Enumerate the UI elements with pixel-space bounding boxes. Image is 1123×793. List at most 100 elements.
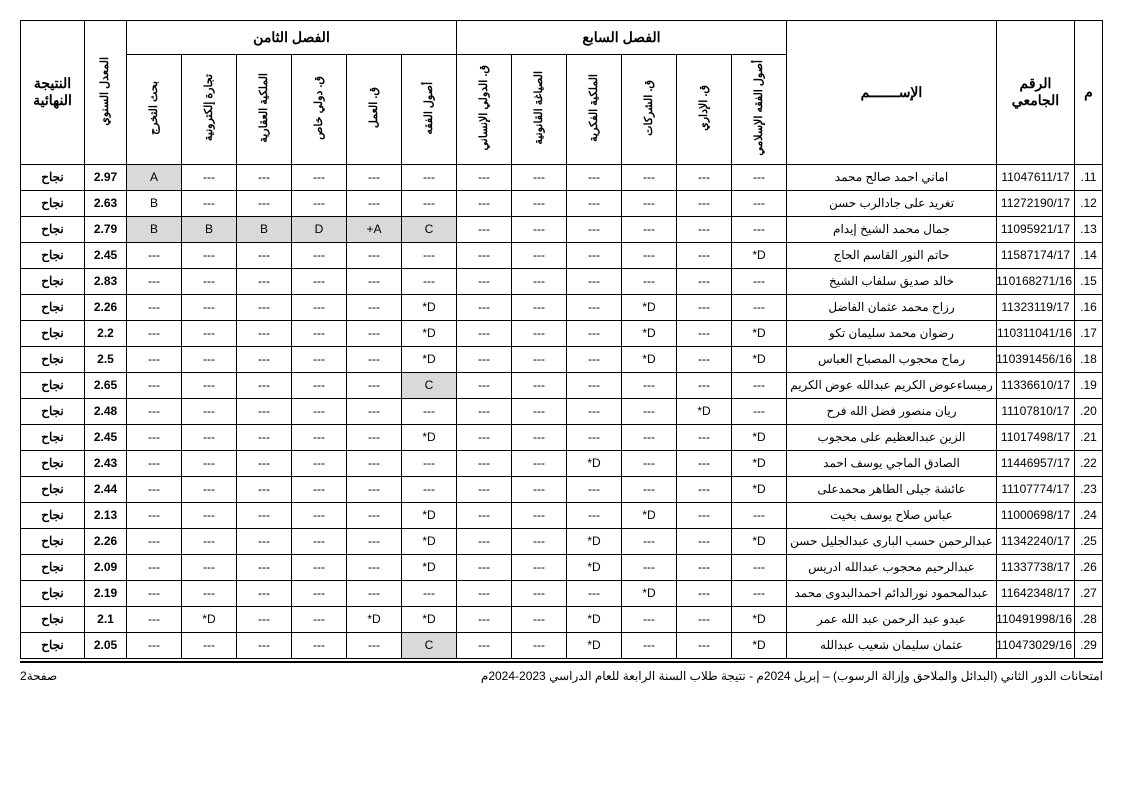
cell-uni-id: 11095921/17 bbox=[997, 216, 1075, 242]
cell-result: نجاح bbox=[21, 424, 85, 450]
cell-gpa: 2.45 bbox=[85, 424, 127, 450]
cell-s7-5: --- bbox=[457, 554, 512, 580]
cell-gpa: 2.45 bbox=[85, 242, 127, 268]
cell-s8-4: --- bbox=[182, 554, 237, 580]
cell-s8-3: --- bbox=[237, 268, 292, 294]
footer-page: صفحة2 bbox=[20, 669, 57, 683]
cell-gpa: 2.1 bbox=[85, 606, 127, 632]
cell-serial: 26. bbox=[1075, 554, 1103, 580]
cell-s8-2: --- bbox=[292, 164, 347, 190]
cell-s7-1: --- bbox=[677, 320, 732, 346]
cell-s8-3: --- bbox=[237, 294, 292, 320]
cell-uni-id: 11107810/17 bbox=[997, 398, 1075, 424]
head-semester-7: الفصل السابع bbox=[457, 21, 787, 55]
cell-s8-3: --- bbox=[237, 476, 292, 502]
cell-s8-0: --- bbox=[402, 190, 457, 216]
cell-result: نجاح bbox=[21, 346, 85, 372]
cell-s8-3: --- bbox=[237, 606, 292, 632]
cell-s8-3: --- bbox=[237, 632, 292, 658]
cell-s8-0: D* bbox=[402, 424, 457, 450]
cell-s7-3: --- bbox=[567, 164, 622, 190]
cell-s7-0: --- bbox=[732, 502, 787, 528]
cell-s7-3: D* bbox=[567, 606, 622, 632]
cell-s8-5: --- bbox=[127, 424, 182, 450]
cell-s7-0: D* bbox=[732, 632, 787, 658]
cell-s7-5: --- bbox=[457, 346, 512, 372]
cell-s7-1: --- bbox=[677, 554, 732, 580]
cell-s8-1: D* bbox=[347, 606, 402, 632]
cell-s8-2: --- bbox=[292, 346, 347, 372]
cell-s8-1: --- bbox=[347, 320, 402, 346]
cell-s7-5: --- bbox=[457, 164, 512, 190]
cell-s7-5: --- bbox=[457, 190, 512, 216]
cell-name: ريان منصور فضل الله فرح bbox=[787, 398, 997, 424]
cell-s7-2: --- bbox=[622, 216, 677, 242]
cell-s8-4: --- bbox=[182, 190, 237, 216]
cell-s7-4: --- bbox=[512, 528, 567, 554]
cell-s8-1: --- bbox=[347, 632, 402, 658]
cell-s8-0: D* bbox=[402, 528, 457, 554]
cell-uni-id: 11642348/17 bbox=[997, 580, 1075, 606]
head-s8-col-2: ق. دولي خاص bbox=[292, 55, 347, 165]
cell-s8-4: --- bbox=[182, 294, 237, 320]
cell-s8-0: --- bbox=[402, 398, 457, 424]
cell-result: نجاح bbox=[21, 554, 85, 580]
cell-s7-5: --- bbox=[457, 320, 512, 346]
cell-s8-4: --- bbox=[182, 268, 237, 294]
cell-s8-1: --- bbox=[347, 164, 402, 190]
cell-serial: 20. bbox=[1075, 398, 1103, 424]
cell-s8-5: --- bbox=[127, 268, 182, 294]
cell-result: نجاح bbox=[21, 450, 85, 476]
cell-uni-id: 11587174/17 bbox=[997, 242, 1075, 268]
cell-serial: 21. bbox=[1075, 424, 1103, 450]
cell-name: جمال محمد الشيخ إيدام bbox=[787, 216, 997, 242]
cell-s7-4: --- bbox=[512, 216, 567, 242]
cell-s7-1: --- bbox=[677, 502, 732, 528]
cell-uni-id: 11272190/17 bbox=[997, 190, 1075, 216]
cell-s8-5: --- bbox=[127, 398, 182, 424]
cell-name: رزاح محمد عثمان الفاضل bbox=[787, 294, 997, 320]
cell-name: عثمان سليمان شعيب عبدالله bbox=[787, 632, 997, 658]
table-row: 14.11587174/17حاتم النور القاسم الحاجD*-… bbox=[21, 242, 1103, 268]
cell-s8-0: --- bbox=[402, 580, 457, 606]
cell-s8-1: --- bbox=[347, 476, 402, 502]
cell-name: الزين عبدالعظيم على محجوب bbox=[787, 424, 997, 450]
cell-s7-3: --- bbox=[567, 216, 622, 242]
cell-s8-5: --- bbox=[127, 528, 182, 554]
cell-s8-1: --- bbox=[347, 294, 402, 320]
cell-s7-3: --- bbox=[567, 580, 622, 606]
cell-s7-4: --- bbox=[512, 320, 567, 346]
cell-name: عائشة جيلى الطاهر محمدعلى bbox=[787, 476, 997, 502]
cell-s8-0: D* bbox=[402, 554, 457, 580]
cell-s8-1: --- bbox=[347, 346, 402, 372]
cell-name: عبدالمحمود نورالدائم احمدالبدوى محمد bbox=[787, 580, 997, 606]
table-header: م الرقم الجامعي الإســـــــم الفصل الساب… bbox=[21, 21, 1103, 165]
cell-serial: 17. bbox=[1075, 320, 1103, 346]
cell-s7-0: --- bbox=[732, 294, 787, 320]
cell-s8-4: D* bbox=[182, 606, 237, 632]
cell-s8-5: --- bbox=[127, 476, 182, 502]
cell-serial: 25. bbox=[1075, 528, 1103, 554]
cell-s8-1: --- bbox=[347, 580, 402, 606]
cell-uni-id: 11107774/17 bbox=[997, 476, 1075, 502]
cell-s7-4: --- bbox=[512, 268, 567, 294]
cell-s8-0: D* bbox=[402, 502, 457, 528]
cell-s8-2: --- bbox=[292, 294, 347, 320]
head-s7-col-5: ق. الدولي الإنساني bbox=[457, 55, 512, 165]
cell-s8-4: --- bbox=[182, 528, 237, 554]
cell-s8-1: --- bbox=[347, 554, 402, 580]
cell-s7-2: D* bbox=[622, 320, 677, 346]
cell-result: نجاح bbox=[21, 398, 85, 424]
cell-name: رميساءعوض الكريم عبدالله عوض الكريم bbox=[787, 372, 997, 398]
cell-result: نجاح bbox=[21, 502, 85, 528]
cell-uni-id: 110168271/16 bbox=[997, 268, 1075, 294]
cell-s7-1: --- bbox=[677, 372, 732, 398]
cell-uni-id: 110491998/16 bbox=[997, 606, 1075, 632]
cell-gpa: 2.09 bbox=[85, 554, 127, 580]
cell-s8-3: --- bbox=[237, 528, 292, 554]
cell-s8-2: --- bbox=[292, 554, 347, 580]
cell-s8-2: --- bbox=[292, 580, 347, 606]
cell-s8-0: D* bbox=[402, 320, 457, 346]
cell-s8-4: --- bbox=[182, 320, 237, 346]
cell-s7-0: D* bbox=[732, 346, 787, 372]
